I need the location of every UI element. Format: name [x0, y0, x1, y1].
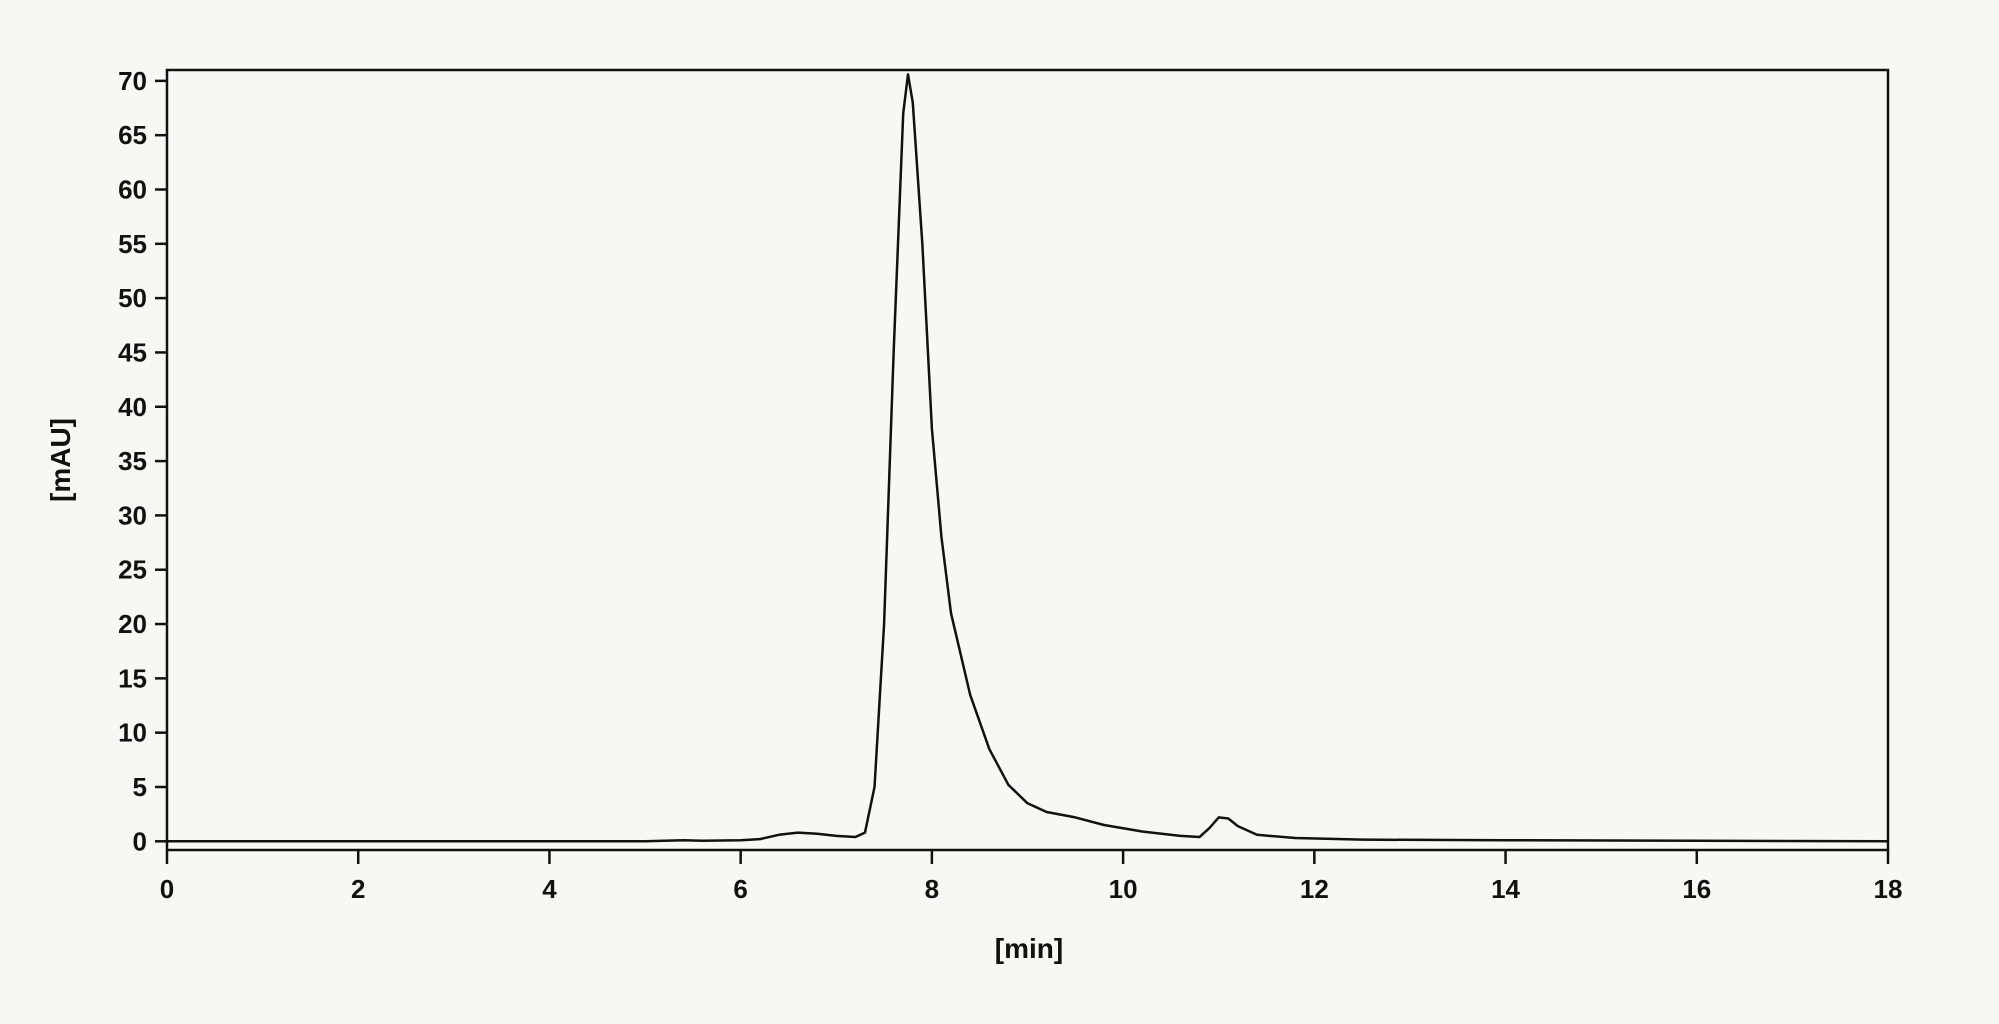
x-tick-label: 4 — [542, 874, 557, 904]
x-tick-label: 12 — [1300, 874, 1329, 904]
plot-frame — [165, 68, 1890, 852]
x-axis-label: [min] — [995, 933, 1063, 964]
y-tick-label: 70 — [118, 66, 147, 96]
y-tick-label: 10 — [118, 718, 147, 748]
x-tick-label: 16 — [1682, 874, 1711, 904]
x-tick-label: 6 — [733, 874, 747, 904]
y-tick-label: 25 — [118, 555, 147, 585]
y-tick-label: 45 — [118, 337, 147, 367]
y-tick-label: 20 — [118, 609, 147, 639]
y-tick-label: 50 — [118, 283, 147, 313]
x-tick-label: 14 — [1491, 874, 1520, 904]
y-tick-label: 55 — [118, 229, 147, 259]
y-tick-label: 35 — [118, 446, 147, 476]
y-tick-label: 65 — [118, 120, 147, 150]
x-tick-label: 0 — [160, 874, 174, 904]
x-tick-label: 2 — [351, 874, 365, 904]
y-tick-label: 60 — [118, 174, 147, 204]
y-tick-label: 40 — [118, 392, 147, 422]
x-tick-label: 8 — [925, 874, 939, 904]
x-tick-label: 18 — [1874, 874, 1903, 904]
y-tick-label: 15 — [118, 663, 147, 693]
y-axis-label: [mAU] — [45, 418, 76, 502]
y-tick-label: 5 — [133, 772, 147, 802]
y-tick-label: 30 — [118, 500, 147, 530]
x-tick-label: 10 — [1109, 874, 1138, 904]
signal-line — [167, 73, 1889, 843]
y-tick-label: 0 — [133, 826, 147, 856]
